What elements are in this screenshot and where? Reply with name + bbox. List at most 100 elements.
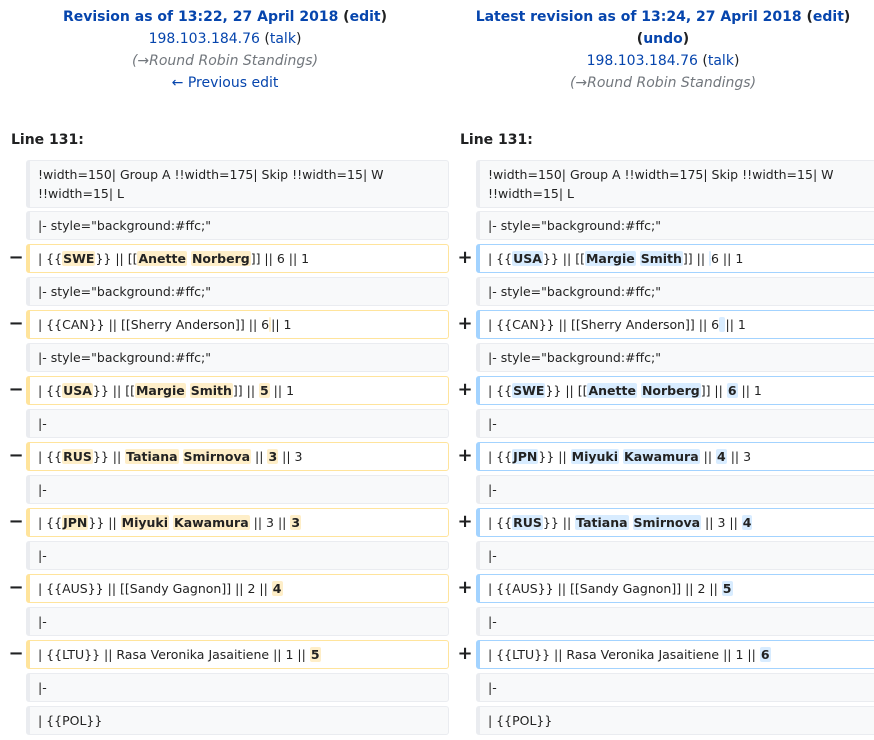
context-line-left: |-	[26, 673, 449, 702]
diff-changed-text: Norberg	[190, 251, 251, 266]
diff-text: | {{AUS}} || [[Sandy Gagnon]] || 2 ||	[488, 581, 722, 596]
left-revision-title-line: Revision as of 13:22, 27 April 2018 (edi…	[62, 9, 388, 25]
minus-icon: −	[8, 643, 24, 664]
left-edit-link[interactable]: edit	[349, 9, 381, 25]
right-revision-title-line: Latest revision as of 13:24, 27 April 20…	[475, 9, 851, 25]
diff-text: | {{AUS}} || [[Sandy Gagnon]] || 2 ||	[38, 581, 272, 596]
diff-text: ||	[251, 449, 268, 464]
diff-row: − + | {{CAN}} || [[Sherry Anderson]] || 6 |…	[0, 310, 874, 339]
diff-row: − + | {{AUS}} || [[Sandy Gagnon]] || 2 || …	[0, 574, 874, 603]
left-revision-link[interactable]: Revision as of 13:22, 27 April 2018	[62, 9, 339, 25]
plus-icon: +	[457, 511, 473, 532]
diff-changed-text: 5	[721, 581, 733, 596]
diff-row: | {{POL}} | {{POL}}	[0, 706, 874, 735]
right-user-link[interactable]: 198.103.184.76	[586, 53, 698, 69]
context-line-left: |- style="background:#ffc;"	[26, 277, 449, 306]
diff-changed-text: Miyuki	[570, 449, 620, 464]
diff-text: !width=150| Group A !!width=175| Skip !!…	[38, 167, 384, 201]
diff-changed-text: Anette	[137, 251, 187, 266]
deleted-line: | {{USA}} || [[Margie Smith]] || 5 || 1	[26, 376, 449, 405]
right-edit-link[interactable]: edit	[812, 9, 844, 25]
diff-text: |- style="background:#ffc;"	[488, 350, 661, 365]
diff-text: |-	[38, 614, 47, 629]
diff-text: }} || [[	[542, 251, 585, 266]
diff-text: | {{	[38, 383, 63, 398]
context-line-left: |- style="background:#ffc;"	[26, 211, 449, 240]
added-line: | {{LTU}} || Rasa Veronika Jasaitiene ||…	[476, 640, 874, 669]
right-section-arrow-link[interactable]: →	[575, 75, 588, 91]
diff-changed-text: Smith	[189, 383, 233, 398]
diff-changed-text: 4	[716, 449, 727, 464]
diff-text: 6 || 1	[711, 251, 744, 266]
left-user-link[interactable]: 198.103.184.76	[148, 31, 260, 47]
diff-changed-text: Margie	[584, 251, 636, 266]
right-edit-summary: (→Round Robin Standings)	[569, 75, 757, 91]
diff-text: }} || [[	[95, 251, 138, 266]
diff-changed-text: Kawamura	[173, 515, 250, 530]
left-revision-header: Revision as of 13:22, 27 April 2018 (edi…	[0, 6, 450, 94]
diff-text	[629, 515, 633, 530]
diff-text: | {{	[488, 449, 513, 464]
plus-icon: +	[457, 643, 473, 664]
diff-changed-text: 4	[271, 581, 283, 596]
diff-text: | {{CAN}} || [[Sherry Anderson]] || 6	[38, 317, 270, 332]
diff-text: || 1	[271, 317, 292, 332]
diff-changed-text: RUS	[62, 449, 93, 464]
right-talk-link[interactable]: talk	[707, 53, 734, 69]
diff-text: | {{LTU}} || Rasa Veronika Jasaitiene ||…	[38, 647, 310, 662]
left-section-arrow-link[interactable]: →	[137, 53, 150, 69]
diff-text: | {{CAN}} || [[Sherry Anderson]] || 6	[488, 317, 720, 332]
diff-text: |-	[488, 680, 497, 695]
diff-text: || 1	[269, 383, 295, 398]
minus-icon: −	[8, 379, 24, 400]
context-line-left: !width=150| Group A !!width=175| Skip !!…	[26, 160, 449, 208]
diff-text	[179, 449, 183, 464]
diff-text: }} || [[	[92, 383, 135, 398]
deleted-line: | {{LTU}} || Rasa Veronika Jasaitiene ||…	[26, 640, 449, 669]
diff-row: |- |-	[0, 475, 874, 504]
right-revision-header: Latest revision as of 13:24, 27 April 20…	[452, 6, 874, 94]
minus-icon: −	[8, 577, 24, 598]
diff-text: || 1	[725, 317, 746, 332]
diff-changed-text: Kawamura	[623, 449, 700, 464]
context-line-left: |-	[26, 607, 449, 636]
right-revision-link[interactable]: Latest revision as of 13:24, 27 April 20…	[475, 9, 802, 25]
left-summary-text: Round Robin Standings	[149, 53, 313, 69]
diff-text: || 3	[278, 449, 303, 464]
diff-text: !width=150| Group A !!width=175| Skip !!…	[488, 167, 834, 201]
previous-edit-link[interactable]: ← Previous edit	[171, 75, 279, 91]
minus-icon: −	[8, 313, 24, 334]
diff-text: |-	[38, 680, 47, 695]
diff-changed-text: Tatiana	[575, 515, 629, 530]
left-talk-link[interactable]: talk	[269, 31, 296, 47]
diff-changed-text: Smirnova	[182, 449, 252, 464]
diff-text: ]] ||	[700, 383, 727, 398]
deleted-line: | {{CAN}} || [[Sherry Anderson]] || 6 || …	[26, 310, 449, 339]
diff-changed-text: 4	[741, 515, 753, 530]
diff-changed-text: Smith	[639, 251, 683, 266]
diff-changed-text: JPN	[62, 515, 89, 530]
plus-icon: +	[457, 577, 473, 598]
diff-text: |-	[38, 482, 47, 497]
diff-row: − + | {{RUS}} || Tatiana Smirnova || 3 || …	[0, 442, 874, 471]
context-line-right: |-	[476, 409, 874, 438]
diff-text: |-	[488, 482, 497, 497]
right-summary-text: Round Robin Standings	[587, 75, 751, 91]
diff-row: − + | {{USA}} || [[Margie Smith]] || 5 || …	[0, 376, 874, 405]
diff-row: |- |-	[0, 607, 874, 636]
plus-icon: +	[457, 313, 473, 334]
diff-changed-text	[269, 317, 272, 332]
diff-changed-text: SWE	[62, 251, 96, 266]
diff-text: || 1	[737, 383, 762, 398]
undo-link[interactable]: undo	[643, 31, 683, 47]
context-line-left: |-	[26, 541, 449, 570]
diff-changed-text: Tatiana	[125, 449, 179, 464]
diff-text: |-	[38, 548, 47, 563]
diff-row: !width=150| Group A !!width=175| Skip !!…	[0, 160, 874, 208]
left-line-number: Line 131:	[11, 132, 84, 148]
added-line: | {{SWE}} || [[Anette Norberg]] || 6 || …	[476, 376, 874, 405]
diff-row: |- |-	[0, 541, 874, 570]
added-line: | {{JPN}} || Miyuki Kawamura || 4 || 3	[476, 442, 874, 471]
diff-text: | {{	[38, 515, 63, 530]
diff-text: |-	[488, 614, 497, 629]
